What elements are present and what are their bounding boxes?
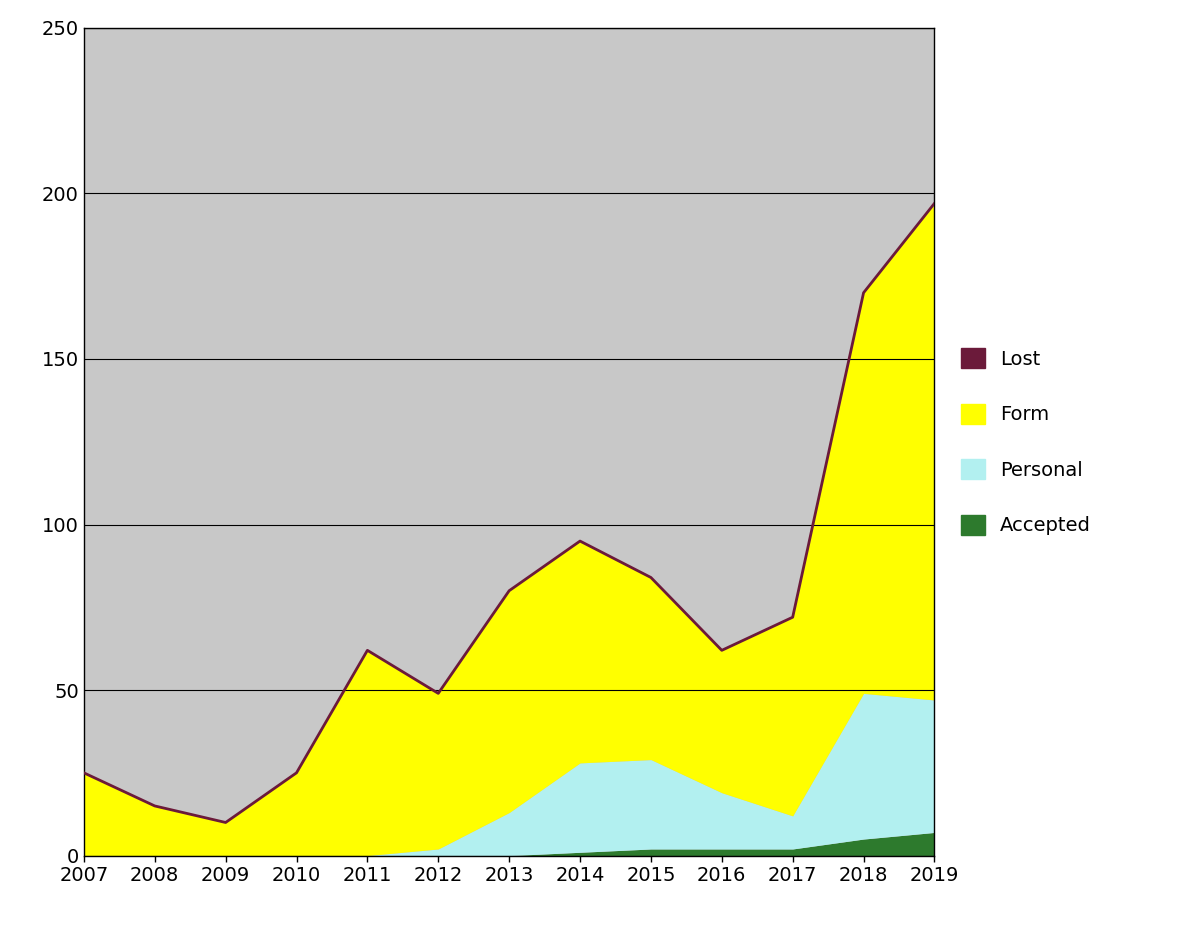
Legend: Lost, Form, Personal, Accepted: Lost, Form, Personal, Accepted bbox=[961, 348, 1091, 536]
